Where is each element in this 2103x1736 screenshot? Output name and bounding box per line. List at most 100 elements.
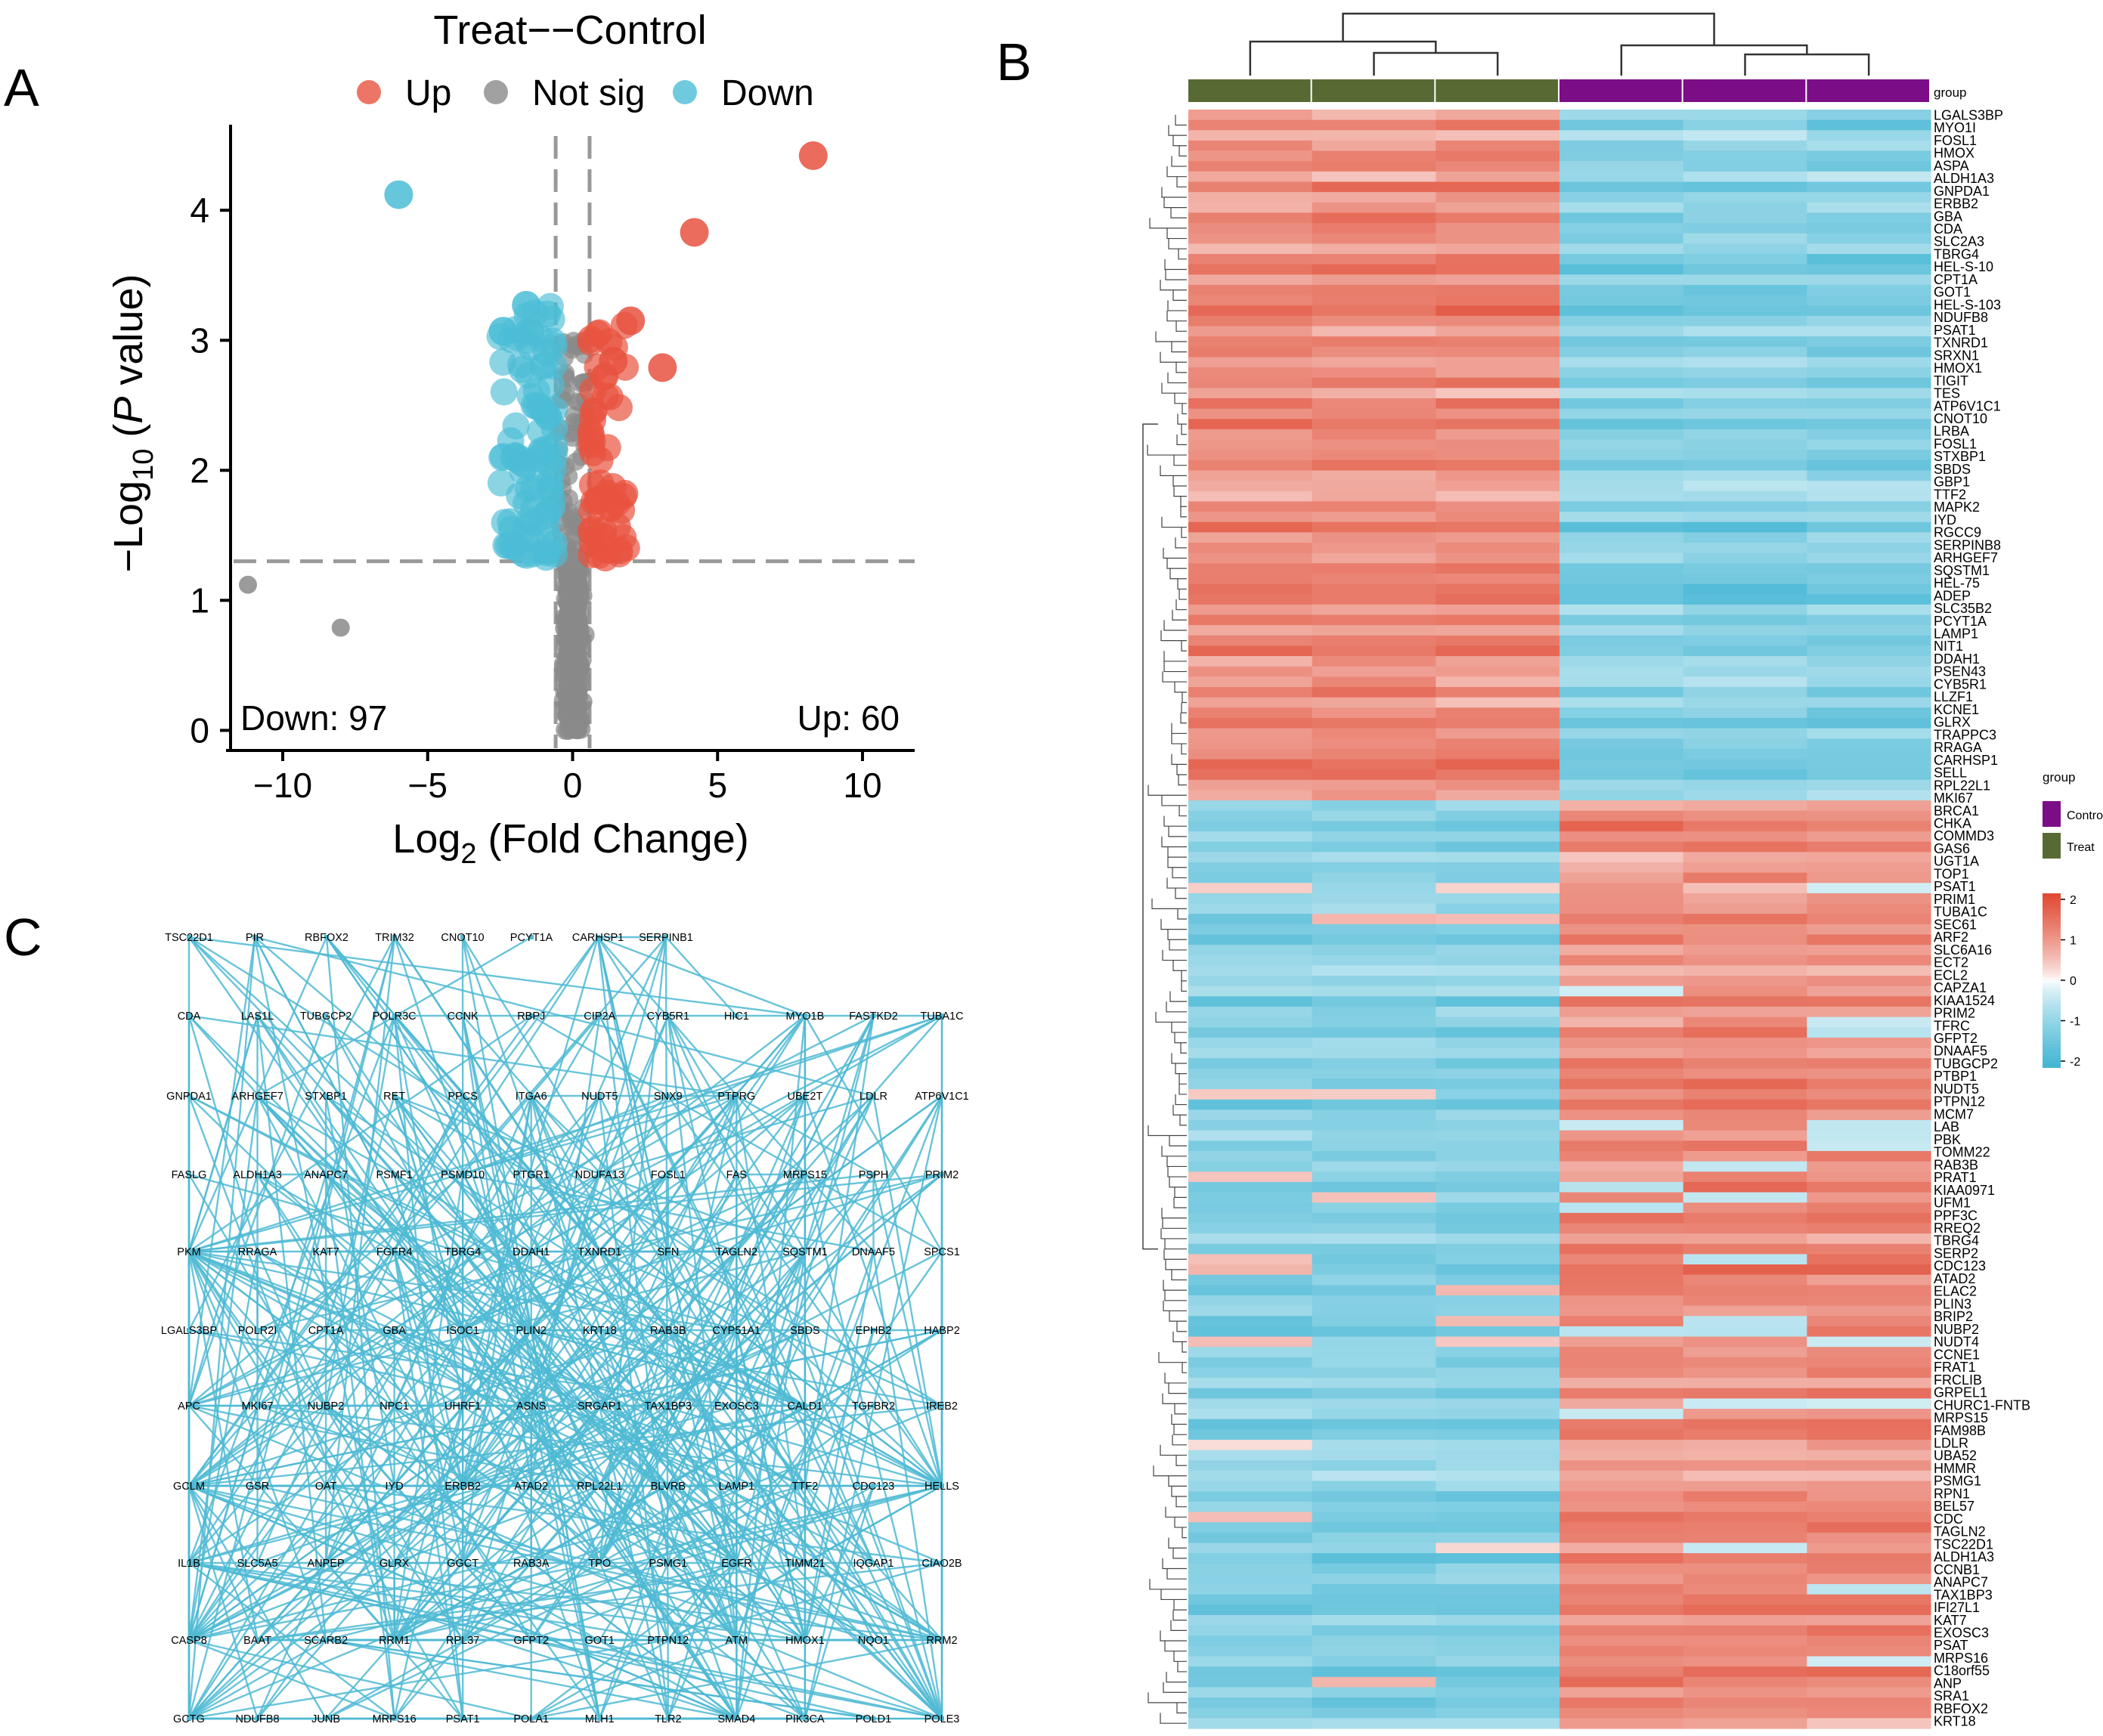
row-dendrogram-branch xyxy=(1151,898,1187,909)
heatmap-cell xyxy=(1312,1037,1436,1049)
color-scale-step xyxy=(2043,925,2061,929)
gene-label: KIAA1524 xyxy=(1934,993,1995,1008)
heatmap-cell xyxy=(1436,1645,1560,1657)
row-dendrogram-branch xyxy=(1177,908,1187,920)
heatmap-cell xyxy=(1312,490,1436,503)
network-node-gsr xyxy=(255,1484,260,1488)
heatmap-cell xyxy=(1436,1625,1560,1636)
heatmap-cell xyxy=(1683,501,1807,512)
heatmap-cell xyxy=(1683,1594,1807,1605)
heatmap-cell xyxy=(1188,1130,1313,1141)
network-node-label: PIK3CA xyxy=(785,1713,825,1725)
network-node-label: UBE2T xyxy=(788,1091,823,1103)
network-node-cyp51a1 xyxy=(734,1328,739,1332)
heatmap-cell xyxy=(1559,707,1684,719)
heatmap-cell xyxy=(1312,284,1436,296)
heatmap-cell xyxy=(1559,521,1684,533)
heatmap-cell xyxy=(1683,490,1807,503)
network-node-label: MRPS16 xyxy=(373,1713,417,1725)
network-node-label: CIP2A xyxy=(584,1010,615,1023)
network-node-label: LAS1L xyxy=(241,1010,274,1023)
network-node-label: CYP51A1 xyxy=(713,1325,761,1337)
row-dendrogram-branch xyxy=(1174,682,1187,693)
row-dendrogram-branch xyxy=(1171,733,1187,744)
color-scale-step xyxy=(2043,995,2061,998)
row-dendrogram-branch xyxy=(1177,578,1187,590)
heatmap-cell xyxy=(1436,1707,1560,1719)
heatmap-cell xyxy=(1188,821,1313,832)
row-dendrogram-branch xyxy=(1164,1290,1187,1301)
color-scale-step xyxy=(2043,1032,2061,1036)
row-dendrogram-branch xyxy=(1163,1249,1187,1260)
row-dendrogram-branch xyxy=(1173,485,1187,497)
network-edge xyxy=(326,936,943,1719)
network-node-pik3ca xyxy=(802,1716,807,1721)
heatmap-cell xyxy=(1188,1305,1313,1317)
heatmap-cell xyxy=(1559,1223,1684,1234)
heatmap-cell xyxy=(1188,284,1313,296)
heatmap-cell xyxy=(1807,594,1931,605)
row-dendrogram-branch xyxy=(1166,1156,1187,1168)
gene-label: LRBA xyxy=(1934,424,1969,439)
gene-label: SBDS xyxy=(1934,462,1971,477)
heatmap-cell xyxy=(1436,1181,1560,1193)
heatmap-cell xyxy=(1683,1027,1807,1038)
row-dendrogram-branch xyxy=(1165,1506,1187,1518)
heatmap-cell xyxy=(1683,697,1807,708)
heatmap-cell xyxy=(1559,1398,1684,1410)
heatmap-cell xyxy=(1312,1645,1436,1657)
row-dendrogram-branch xyxy=(1148,1692,1187,1704)
network-edge xyxy=(325,936,395,1719)
network-node-label: ASNS xyxy=(516,1400,547,1413)
network-edge xyxy=(188,1484,806,1642)
network-edge xyxy=(253,936,395,1641)
network-edge xyxy=(188,1562,259,1641)
network-node-polr3c xyxy=(392,1013,397,1018)
network-node-sfn xyxy=(665,1249,671,1254)
row-dendrogram-branch xyxy=(1165,1259,1187,1270)
heatmap-cell xyxy=(1559,614,1684,626)
heatmap-cell xyxy=(1807,398,1931,410)
network-node-label: SPCS1 xyxy=(924,1246,960,1258)
color-scale-step xyxy=(2043,980,2061,984)
gene-label: PSMG1 xyxy=(1934,1474,1981,1489)
heatmap-cell xyxy=(1807,800,1931,812)
heatmap-cell xyxy=(1312,212,1436,224)
gene-label: TAX1BP3 xyxy=(1934,1587,1993,1602)
heatmap-cell xyxy=(1188,687,1313,698)
gene-label: ANP xyxy=(1934,1676,1962,1691)
not-sig-point xyxy=(560,566,581,586)
network-node-label: IQGAP1 xyxy=(853,1558,894,1570)
heatmap-cell xyxy=(1559,872,1684,883)
heatmap-cell xyxy=(1559,1006,1684,1018)
heatmap-cell xyxy=(1683,769,1807,781)
gene-label: KRT18 xyxy=(1934,1714,1976,1729)
color-scale-step xyxy=(2043,1044,2061,1048)
heatmap-cell xyxy=(1559,1233,1684,1245)
heatmap-cell xyxy=(1807,346,1931,358)
network-node-timm21 xyxy=(802,1561,807,1565)
heatmap-cell xyxy=(1559,326,1684,337)
network-edge xyxy=(736,1015,875,1564)
network-edge xyxy=(187,1251,259,1406)
heatmap-cell xyxy=(1683,481,1807,492)
gene-label: PRIM2 xyxy=(1934,1006,1975,1021)
heatmap-cell xyxy=(1683,274,1807,286)
network-edge xyxy=(531,1329,806,1407)
gene-label: GBP1 xyxy=(1934,475,1970,490)
heatmap-cell xyxy=(1436,233,1560,244)
gene-label: PRIM1 xyxy=(1934,892,1975,907)
heatmap-cell xyxy=(1683,841,1807,853)
heatmap-cell xyxy=(1312,264,1436,275)
row-dendrogram-branch xyxy=(1164,1372,1187,1384)
network-node-label: FOSL1 xyxy=(651,1169,686,1181)
heatmap-cell xyxy=(1683,852,1807,863)
color-scale-step xyxy=(2043,968,2061,973)
network-node-habp2 xyxy=(940,1328,944,1332)
heatmap-cell xyxy=(1188,388,1313,399)
heatmap-cell xyxy=(1436,521,1560,533)
heatmap-cell xyxy=(1683,315,1807,327)
heatmap-cell xyxy=(1312,955,1436,966)
network-node-label: APC xyxy=(178,1400,200,1413)
row-dendrogram-branch xyxy=(1180,1042,1187,1054)
